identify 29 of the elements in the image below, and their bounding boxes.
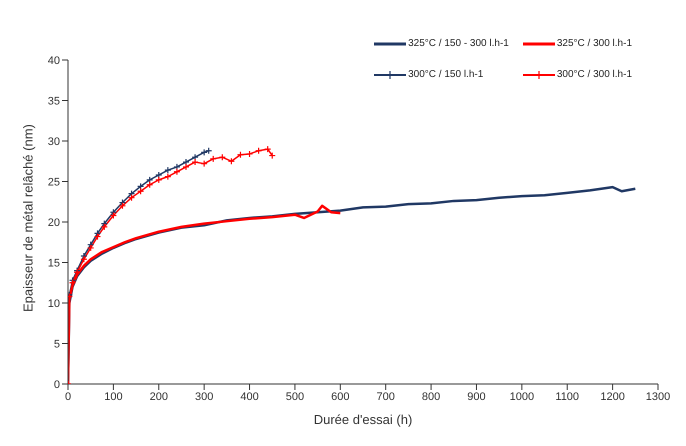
y-axis-title: Epaisseur de métal relâché (nm) — [20, 124, 36, 312]
x-tick-label: 0 — [64, 390, 72, 403]
legend-label: 300°C / 150 l.h-1 — [408, 69, 484, 80]
legend-label: 325°C / 300 l.h-1 — [556, 38, 632, 49]
legend-label: 325°C / 150 - 300 l.h-1 — [408, 38, 509, 49]
x-tick-label: 500 — [286, 390, 304, 403]
y-tick-label: 25 — [48, 176, 60, 188]
x-tick-label: 1300 — [646, 390, 670, 403]
x-tick-label: 1100 — [555, 390, 580, 403]
y-tick-label: 20 — [48, 216, 60, 229]
x-tick-label: 800 — [422, 390, 440, 403]
x-tick-label: 200 — [150, 390, 168, 403]
x-tick-label: 400 — [240, 390, 259, 403]
y-tick-label: 0 — [54, 378, 60, 391]
x-axis-title: Durée d'essai (h) — [314, 412, 412, 427]
legend-label: 300°C / 300 l.h-1 — [556, 69, 632, 80]
x-tick-label: 1000 — [510, 390, 534, 403]
y-tick-label: 35 — [48, 95, 60, 108]
x-tick-label: 100 — [104, 390, 123, 403]
y-tick-label: 30 — [48, 136, 60, 148]
x-tick-label: 300 — [194, 390, 214, 403]
y-tick-label: 15 — [48, 257, 60, 270]
x-tick-label: 900 — [467, 390, 486, 403]
x-tick-label: 600 — [331, 390, 350, 403]
y-tick-label: 40 — [48, 54, 60, 67]
y-tick-label: 5 — [54, 338, 60, 350]
x-tick-label: 1200 — [600, 390, 625, 403]
x-tick-label: 700 — [376, 390, 395, 403]
y-tick-label: 10 — [48, 298, 60, 310]
